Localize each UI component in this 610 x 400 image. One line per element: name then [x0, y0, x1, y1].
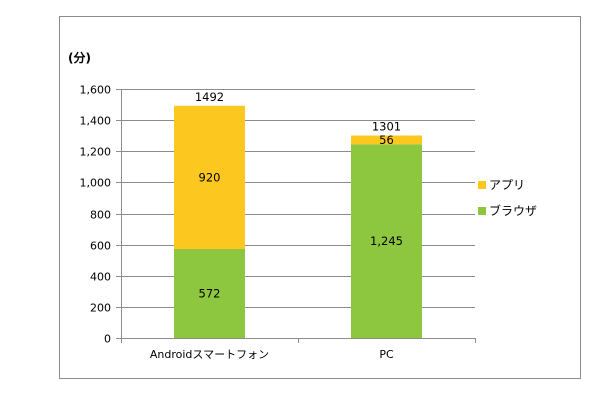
bar-segment [351, 135, 422, 145]
total-value-label: 1301 [372, 120, 401, 134]
bar-segment [351, 144, 422, 338]
segment-value-label: 572 [199, 286, 221, 300]
category-label: Androidスマートフォン [150, 348, 269, 361]
segment-value-label: 1,245 [370, 234, 403, 248]
y-tick-label: 1,000 [80, 177, 112, 190]
legend-swatch [478, 181, 486, 189]
axes: 0 200 400 600 800 1,000 1,200 1,400 1,600 Android… [80, 84, 476, 361]
legend-label: アプリ [489, 178, 525, 192]
legend-swatch [478, 207, 486, 215]
y-tick-label: 800 [90, 209, 111, 222]
y-tick-label: 1,200 [80, 146, 112, 159]
bar-segment [174, 105, 245, 249]
legend-label: ブラウザ [489, 203, 537, 218]
total-value-label: 1492 [195, 90, 224, 104]
y-tick-label: 1,600 [80, 84, 112, 97]
segment-value-label: 920 [199, 170, 221, 184]
y-tick-label: 400 [90, 271, 111, 284]
y-tick-label: 200 [90, 302, 111, 315]
chart-frame [59, 16, 581, 379]
y-tick-label: 1,400 [80, 115, 112, 128]
y-tick-label: 600 [90, 240, 111, 253]
bar-segment [174, 248, 245, 338]
bars [174, 105, 422, 338]
y-axis-unit-label: (分) [68, 50, 91, 65]
segment-value-label: 56 [379, 133, 394, 147]
category-label: PC [379, 348, 394, 361]
y-tick-label: 0 [104, 333, 111, 346]
